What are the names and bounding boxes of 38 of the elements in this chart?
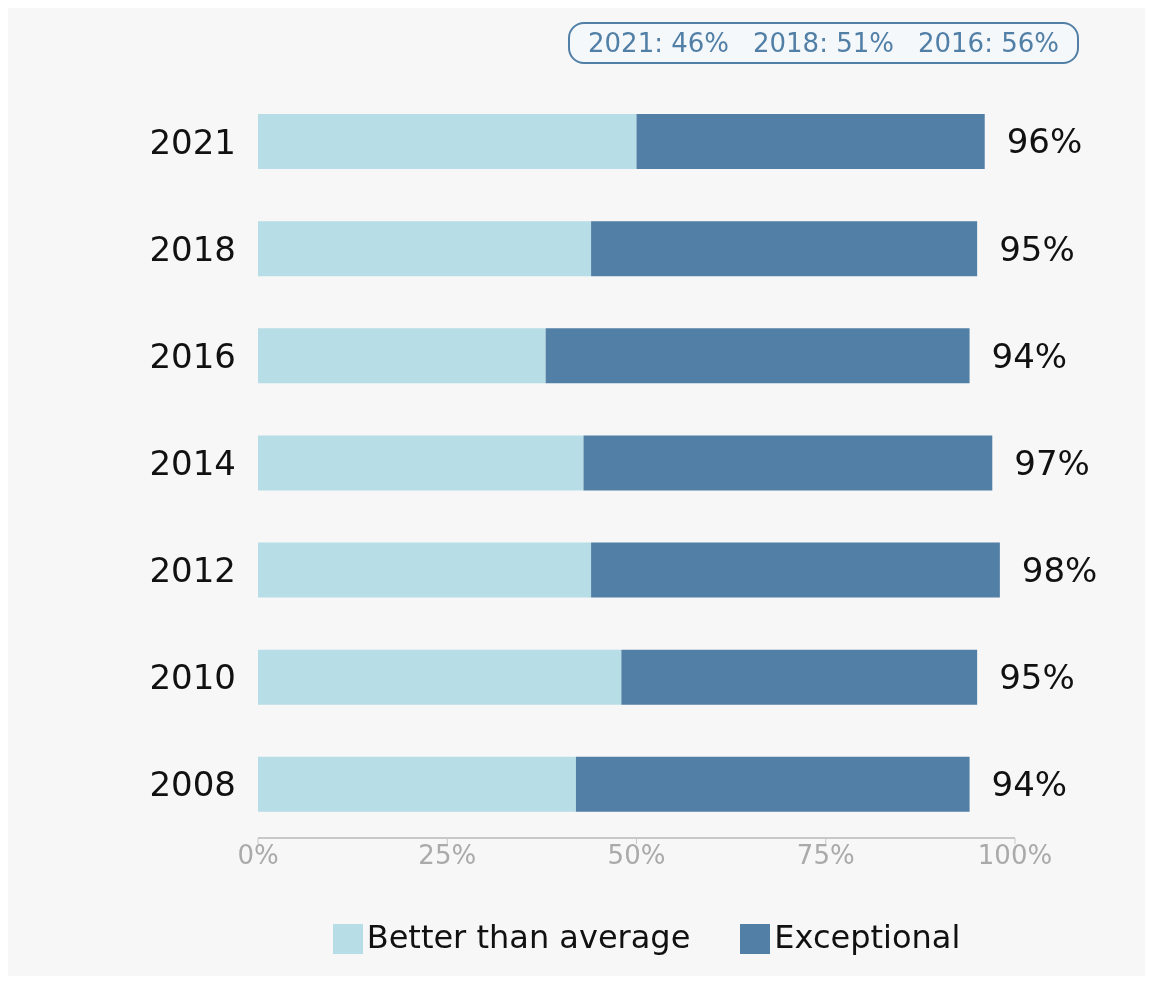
x-tick-label: 50% bbox=[607, 840, 666, 871]
total-label: 98% bbox=[1021, 549, 1098, 590]
total-label: 95% bbox=[999, 657, 1075, 698]
bar bbox=[258, 114, 637, 169]
bar bbox=[591, 542, 1000, 598]
y-tick-label: 2014 bbox=[149, 443, 236, 484]
bar bbox=[258, 756, 576, 812]
bar bbox=[636, 114, 985, 169]
bar bbox=[591, 221, 978, 277]
bar bbox=[575, 756, 970, 812]
bar bbox=[621, 649, 978, 705]
y-tick-label: 2008 bbox=[149, 764, 236, 805]
x-tick-label: 100% bbox=[977, 840, 1053, 871]
bar bbox=[258, 328, 546, 384]
bar bbox=[258, 649, 622, 705]
y-tick-label: 2010 bbox=[149, 657, 236, 698]
total-label: 94% bbox=[991, 335, 1068, 376]
y-tick-label: 2016 bbox=[149, 335, 236, 376]
total-label: 94% bbox=[991, 764, 1068, 805]
legend-label: Exceptional bbox=[774, 918, 961, 956]
bar bbox=[258, 221, 592, 277]
total-label: 95% bbox=[999, 228, 1075, 269]
x-tick-label: 25% bbox=[418, 840, 477, 871]
text: 2016: 56% bbox=[917, 28, 1059, 58]
text: 2018: 51% bbox=[752, 28, 894, 58]
total-label: 96% bbox=[1006, 121, 1083, 162]
legend-label: Better than average bbox=[366, 918, 691, 956]
bar bbox=[258, 542, 592, 598]
y-tick-label: 2012 bbox=[149, 550, 236, 591]
x-tick-label: 75% bbox=[796, 840, 855, 871]
y-tick-label: 2021 bbox=[149, 121, 236, 162]
y-tick-label: 2018 bbox=[149, 228, 236, 269]
text: 2021: 46% bbox=[588, 28, 729, 58]
bar bbox=[583, 435, 993, 491]
bar bbox=[258, 435, 584, 491]
total-label: 97% bbox=[1014, 442, 1090, 483]
x-tick-label: 0% bbox=[237, 840, 279, 871]
bar bbox=[545, 328, 970, 384]
